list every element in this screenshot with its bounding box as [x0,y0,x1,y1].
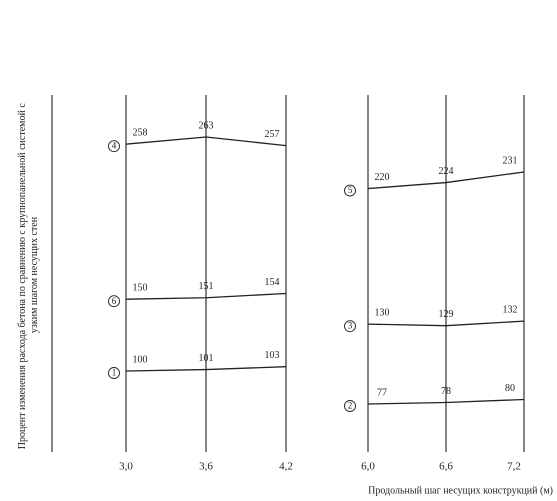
series-name: 5 [348,185,353,195]
series-name: 2 [348,401,353,411]
series-name: 4 [112,141,117,151]
series-name: 6 [112,296,117,306]
series-marker [344,320,356,333]
x-tick-label: 4,2 [279,461,293,473]
value-label: 224 [439,166,454,177]
value-label: 78 [441,386,451,397]
series-line [125,292,287,300]
value-label: 154 [265,277,280,288]
value-label: 151 [199,281,214,292]
series-marker [344,400,356,412]
series-line [367,171,525,190]
value-label: 100 [133,354,148,365]
series-name: 3 [348,321,353,331]
series-marker [108,367,120,379]
x-tick-label: 3,0 [119,461,133,473]
value-label: 231 [503,155,518,166]
series-marker [108,140,120,153]
series-marker [344,184,356,197]
value-label: 132 [503,304,518,315]
value-label: 103 [265,350,280,361]
series-line [125,366,287,372]
y-axis-label-line: Процент изменения расхода бетона по срав… [17,103,28,450]
series-name: 1 [112,368,117,378]
value-label: 101 [199,353,214,364]
value-label: 77 [377,387,387,398]
value-label: 130 [375,307,390,318]
x-tick-label: 3,6 [199,461,213,473]
series-line [367,398,525,405]
x-tick-label: 6,6 [439,461,453,473]
value-label: 220 [375,172,390,183]
value-label: 263 [199,120,214,131]
x-axis-label: Продольный шаг несущих конструкций (м) [368,485,553,496]
y-axis-label: Процент изменения расхода бетона по срав… [17,101,40,450]
series-marker [108,295,120,308]
series-line [367,320,525,327]
x-tick-label: 6,0 [361,461,375,473]
value-label: 80 [505,383,515,394]
x-tick-label: 7,2 [507,461,521,473]
y-axis-label-line: узким шагом несущих стен [29,216,40,333]
value-label: 150 [133,283,148,294]
value-label: 129 [439,309,454,320]
series-line [125,136,287,147]
value-label: 257 [265,129,280,140]
value-label: 258 [133,127,148,138]
